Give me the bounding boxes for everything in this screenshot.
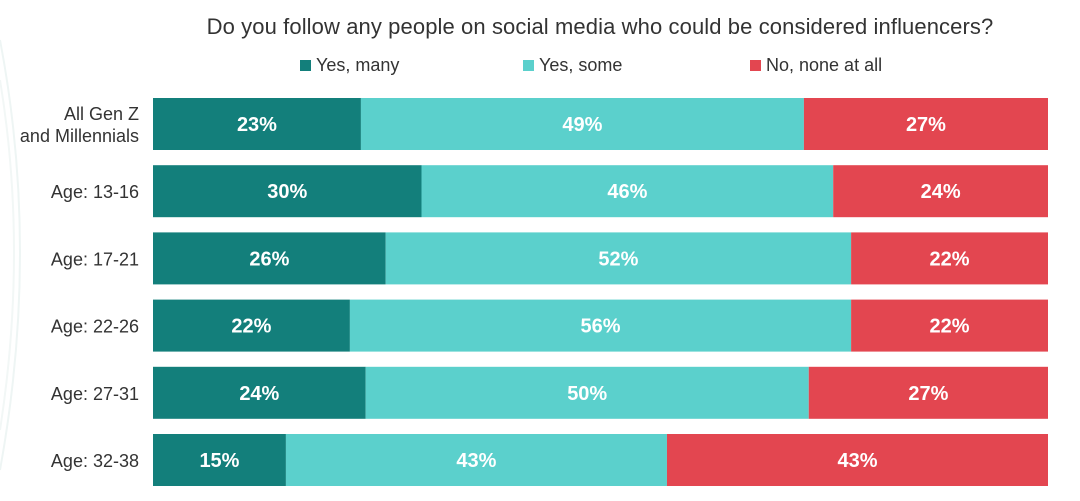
chart-title: Do you follow any people on social media…	[206, 14, 994, 39]
bar-value-label: 27%	[908, 383, 948, 405]
legend-item-yes-many: Yes, many	[300, 55, 399, 76]
bar-value-label: 27%	[906, 114, 946, 136]
legend-item-no-none: No, none at all	[750, 55, 882, 76]
bar-value-label: 43%	[837, 450, 877, 472]
bar-value-label: 56%	[580, 316, 620, 338]
bar-segment	[349, 299, 852, 352]
bar-value-label: 22%	[930, 316, 970, 338]
category-label: Age: 13-16	[51, 182, 139, 202]
legend-swatch-yes-many	[300, 60, 311, 71]
bar-segment	[808, 366, 1048, 419]
bar-segment	[153, 232, 386, 285]
bar-value-label: 22%	[231, 316, 271, 338]
category-label: Age: 22-26	[51, 317, 139, 337]
bar-value-label: 22%	[930, 248, 970, 270]
bar-value-label: 15%	[199, 450, 239, 472]
bar-value-label: 30%	[267, 181, 307, 203]
bar-value-label: 43%	[456, 450, 496, 472]
bar-value-label: 23%	[237, 114, 277, 136]
bar-segment	[803, 98, 1048, 150]
legend-swatch-yes-some	[523, 60, 534, 71]
legend-label-yes-many: Yes, many	[316, 55, 400, 75]
bar-value-label: 49%	[562, 114, 602, 136]
bar-value-label: 24%	[239, 383, 279, 405]
bar-segment	[153, 434, 286, 486]
bar-segment	[833, 165, 1048, 218]
bar-segment	[153, 299, 350, 352]
bar-segment	[851, 299, 1048, 352]
bar-segment	[365, 366, 809, 419]
bar-segment	[385, 232, 852, 285]
bar-value-label: 50%	[567, 383, 607, 405]
bar-value-label: 26%	[249, 248, 289, 270]
bar-segment	[851, 232, 1048, 285]
category-label: Age: 17-21	[51, 249, 139, 269]
bar-value-label: 46%	[607, 181, 647, 203]
bar-segment	[421, 165, 834, 218]
bar-segment	[153, 165, 422, 218]
chart-legend: Yes, many Yes, some No, none at all	[0, 55, 1080, 79]
legend-label-no-none: No, none at all	[766, 55, 883, 75]
bar-segment	[153, 366, 366, 419]
bar-value-label: 24%	[921, 181, 961, 203]
bar-segment	[285, 434, 667, 486]
bar-segment	[360, 98, 804, 150]
legend-label-yes-some: Yes, some	[539, 55, 623, 75]
legend-swatch-no-none	[750, 60, 761, 71]
bar-value-label: 52%	[598, 248, 638, 270]
legend-item-yes-some: Yes, some	[523, 55, 622, 76]
bar-segment	[666, 434, 1048, 486]
bar-segment	[153, 98, 361, 150]
category-label: Age: 27-31	[51, 384, 139, 404]
category-label: Age: 32-38	[51, 451, 139, 471]
